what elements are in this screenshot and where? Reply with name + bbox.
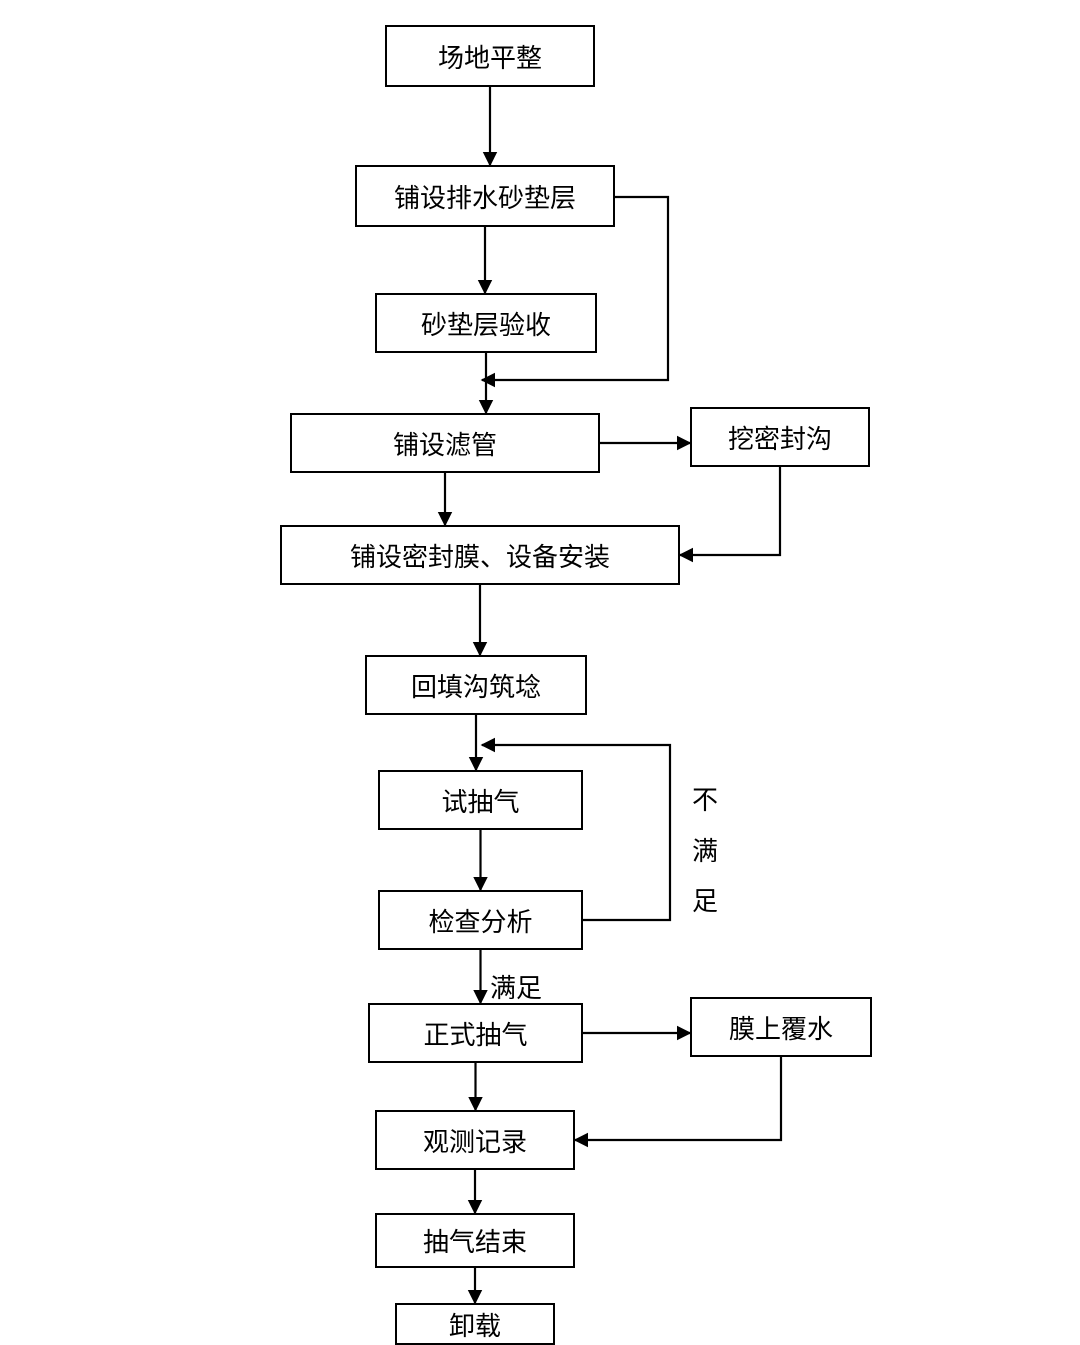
flow-node-label: 回填沟筑埝 [411, 667, 541, 704]
flow-node-n1: 场地平整 [385, 25, 595, 87]
flow-node-label: 卸载 [449, 1306, 501, 1343]
flow-node-label: 膜上覆水 [729, 1009, 833, 1046]
flow-node-n4: 铺设滤管 [290, 413, 600, 473]
flow-node-n9b: 膜上覆水 [690, 997, 872, 1057]
flow-label-not_satisfy: 不满足 [692, 785, 718, 937]
flow-node-n3: 砂垫层验收 [375, 293, 597, 353]
flow-node-n6: 回填沟筑埝 [365, 655, 587, 715]
flow-node-label: 检查分析 [428, 902, 532, 939]
flow-node-label: 试抽气 [441, 782, 519, 819]
flow-edge [575, 1057, 781, 1140]
flow-node-label: 场地平整 [438, 38, 542, 75]
flow-label-satisfy: 满足 [490, 968, 542, 1005]
flow-node-label: 砂垫层验收 [421, 305, 551, 342]
flow-node-n11: 抽气结束 [375, 1213, 575, 1268]
flow-node-label: 观测记录 [423, 1122, 527, 1159]
flow-node-n10: 观测记录 [375, 1110, 575, 1170]
flow-node-n2: 铺设排水砂垫层 [355, 165, 615, 227]
flow-node-label: 抽气结束 [423, 1222, 527, 1259]
flow-node-n8: 检查分析 [378, 890, 583, 950]
flow-node-n7: 试抽气 [378, 770, 583, 830]
flow-node-label: 挖密封沟 [728, 419, 832, 456]
flow-node-n12: 卸载 [395, 1303, 555, 1345]
flow-node-n5: 铺设密封膜、设备安装 [280, 525, 680, 585]
flow-node-label: 铺设排水砂垫层 [394, 178, 576, 215]
flow-node-label: 铺设密封膜、设备安装 [350, 537, 610, 574]
flowchart-stage: 场地平整铺设排水砂垫层砂垫层验收铺设滤管 挖密封沟铺设密封膜、设备安装回填沟筑埝试… [0, 0, 1080, 1345]
flow-node-n4b: 挖密封沟 [690, 407, 870, 467]
flow-node-label: 铺设滤管 [393, 425, 497, 462]
flow-node-label: 正式抽气 [423, 1015, 527, 1052]
flow-edge [680, 467, 780, 555]
flow-node-n9: 正式抽气 [368, 1003, 583, 1063]
